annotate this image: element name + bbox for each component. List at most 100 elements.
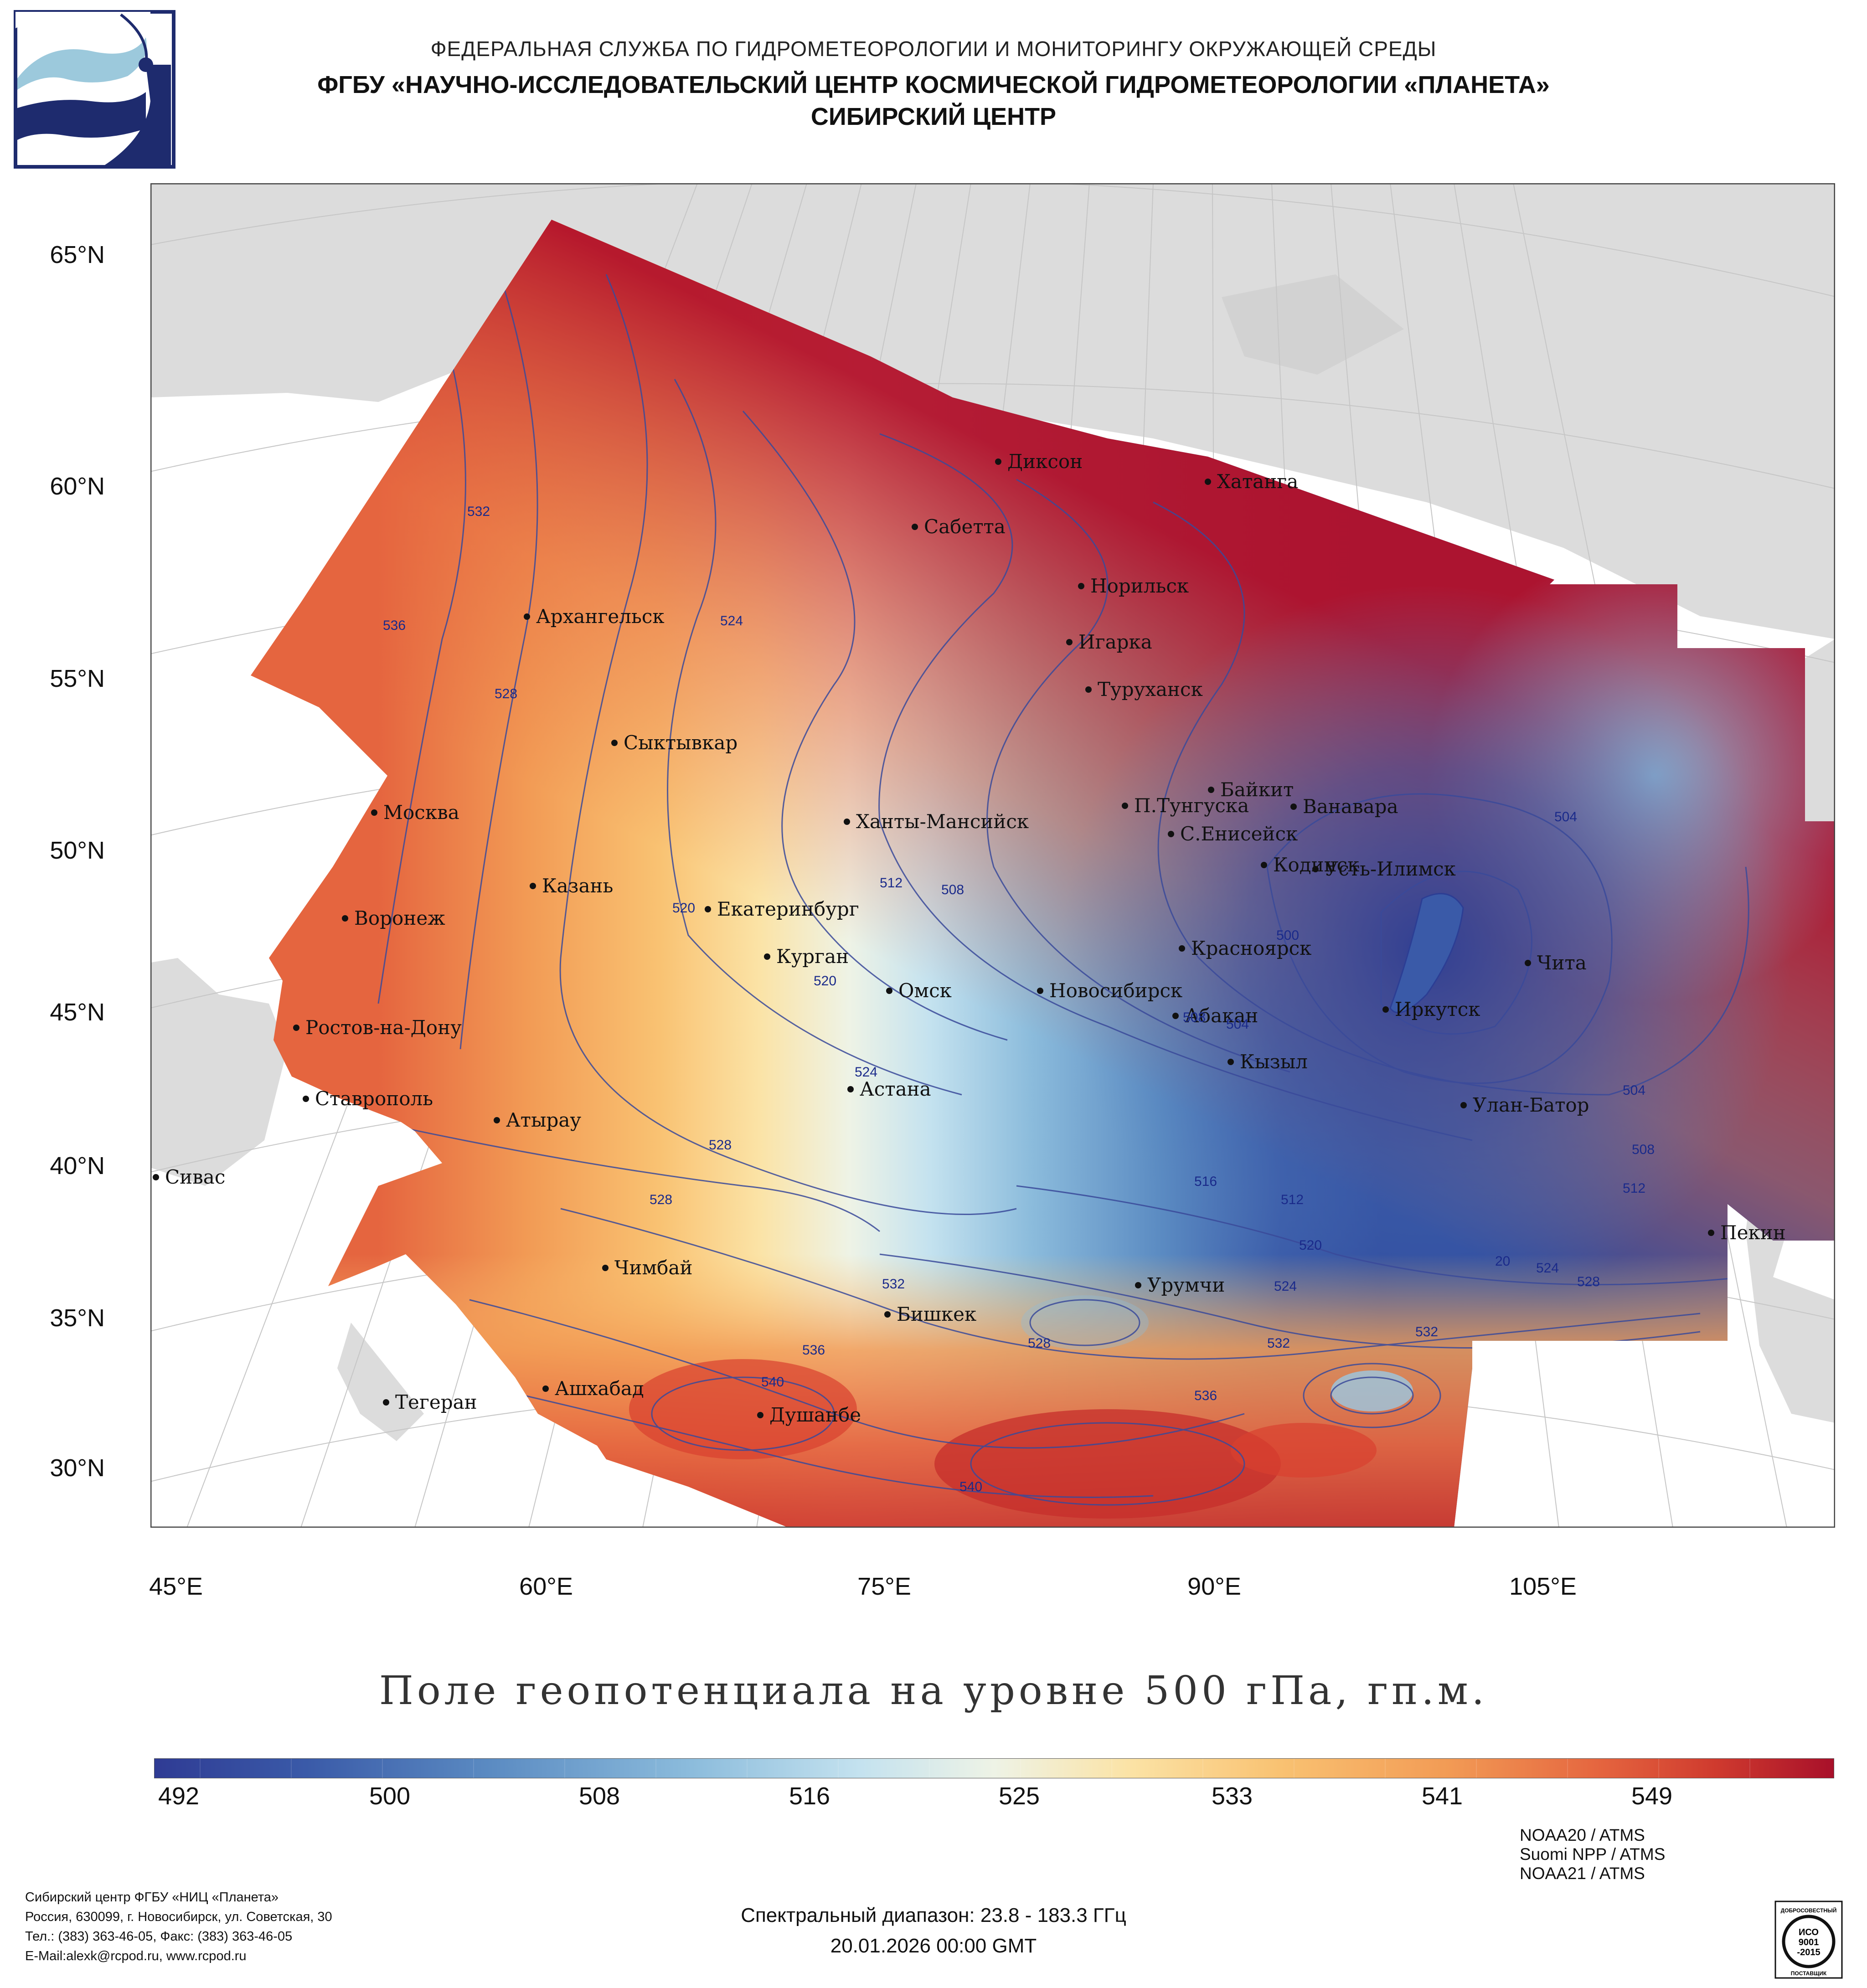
city-marker: Атырау	[494, 1109, 581, 1131]
lon-label: 90°E	[1187, 1573, 1241, 1600]
lon-label: 75°E	[857, 1573, 911, 1600]
city-marker: Иркутск	[1382, 998, 1480, 1020]
header-agency: ФЕДЕРАЛЬНАЯ СЛУЖБА ПО ГИДРОМЕТЕОРОЛОГИИ …	[430, 37, 1437, 61]
contour-label: 532	[467, 504, 490, 519]
colorbar-tick: 516	[789, 1782, 830, 1810]
city-marker: Абакан	[1172, 1004, 1258, 1027]
city-label: Сыктывкар	[624, 731, 738, 754]
contour-label: 524	[1536, 1261, 1559, 1276]
city-label: Красноярск	[1191, 937, 1311, 959]
city-label: Байкит	[1220, 778, 1294, 801]
city-label: Москва	[383, 801, 459, 824]
city-marker: Бишкек	[884, 1303, 976, 1325]
city-label: Сабетта	[924, 515, 1006, 538]
city-label: Усть-Илимск	[1325, 858, 1456, 880]
city-marker: Норильск	[1078, 575, 1189, 597]
city-label: Хатанга	[1217, 470, 1298, 493]
city-label: Иркутск	[1395, 998, 1480, 1020]
svg-text:ИСО: ИСО	[1799, 1927, 1819, 1937]
contour-label: 536	[1194, 1388, 1217, 1403]
contour-label: 504	[1554, 809, 1577, 824]
city-label: Кодинск	[1273, 854, 1359, 876]
city-marker: Урумчи	[1135, 1274, 1225, 1296]
contour-label: 520	[1299, 1238, 1322, 1253]
lon-label: 105°E	[1509, 1573, 1577, 1600]
city-label: Астана	[860, 1078, 931, 1100]
city-label: Атырау	[506, 1109, 581, 1131]
city-label: Ханты-Мансийск	[856, 810, 1029, 833]
colorbar	[154, 1758, 1834, 1778]
geopotential-map: Диксон Хатанга Сабетта Норильск Игарка А…	[150, 183, 1835, 1528]
contour-label: 512	[880, 876, 903, 891]
contour-label: 536	[802, 1343, 825, 1358]
city-label: Архангельск	[536, 605, 665, 628]
city-marker: Казань	[530, 875, 613, 897]
city-label: Курган	[776, 945, 849, 968]
city-label: Пекин	[1720, 1221, 1786, 1244]
footer-phone: Тел.: (383) 363-46-05, Факс: (383) 363-4…	[25, 1929, 293, 1944]
iso-badge: ДОБРОСОВЕСТНЫЙ ИСО 9001 -2015 ПОСТАВЩИК	[1774, 1900, 1843, 1979]
lat-label: 30°N	[50, 1454, 105, 1482]
city-marker: Чита	[1525, 952, 1587, 974]
colorbar-tick: 541	[1421, 1782, 1463, 1810]
colorbar-tick: 508	[578, 1782, 620, 1810]
city-marker: Чимбай	[602, 1257, 692, 1279]
city-label: Норильск	[1090, 575, 1189, 597]
footer-org: Сибирский центр ФГБУ «НИЦ «Планета»	[25, 1890, 279, 1905]
city-marker: Улан-Батор	[1460, 1094, 1589, 1116]
contour-label: 528	[650, 1192, 672, 1207]
planeta-logo	[14, 10, 175, 169]
contour-label: 520	[672, 901, 695, 916]
datetime: 20.01.2026 00:00 GMT	[830, 1935, 1037, 1957]
svg-text:ДОБРОСОВЕСТНЫЙ: ДОБРОСОВЕСТНЫЙ	[1781, 1907, 1837, 1914]
city-label: Ашхабад	[555, 1377, 644, 1400]
contour-label: 20	[1495, 1254, 1510, 1269]
contour-label: 508	[1632, 1142, 1655, 1157]
city-label: Абакан	[1185, 1004, 1258, 1027]
city-label: Туруханск	[1098, 678, 1203, 700]
map-title: Поле геопотенциала на уровне 500 гПа, гп…	[379, 1668, 1488, 1714]
city-marker: С.Енисейск	[1168, 823, 1298, 845]
sensor-label: NOAA20 / ATMS	[1520, 1826, 1645, 1844]
city-marker: Байкит	[1208, 778, 1294, 801]
contour-label: 524	[720, 613, 743, 628]
city-marker: Ханты-Мансийск	[844, 810, 1029, 833]
city-marker: Диксон	[995, 450, 1083, 473]
lat-label: 60°N	[50, 473, 105, 500]
city-marker: Тегеран	[383, 1391, 477, 1413]
city-label: Казань	[542, 875, 613, 897]
colorbar-tick: 525	[998, 1782, 1040, 1810]
city-marker: Новосибирск	[1037, 979, 1182, 1002]
contour-label: 504	[1623, 1083, 1645, 1098]
sensor-label: NOAA21 / ATMS	[1520, 1864, 1645, 1883]
contour-label: 532	[882, 1277, 905, 1292]
contour-label: 528	[1028, 1336, 1051, 1351]
contour-label: 532	[1267, 1336, 1290, 1351]
city-label: Кызыл	[1240, 1051, 1308, 1073]
footer-contacts: E-Mail:alexk@rcpod.ru, www.rcpod.ru	[25, 1949, 247, 1963]
svg-text:ПОСТАВЩИК: ПОСТАВЩИК	[1791, 1970, 1827, 1977]
header-center: СИБИРСКИЙ ЦЕНТР	[810, 103, 1057, 130]
contour-label: 540	[761, 1375, 784, 1390]
contour-label: 516	[1194, 1174, 1217, 1189]
city-marker: Усть-Илимск	[1312, 858, 1456, 880]
city-marker: Хатанга	[1205, 470, 1298, 493]
city-marker: Кодинск	[1261, 854, 1359, 876]
city-marker: Сивас	[153, 1166, 225, 1188]
city-marker: Астана	[847, 1078, 931, 1100]
city-label: Омск	[898, 979, 952, 1002]
contour-label: 524	[855, 1065, 877, 1080]
city-label: Ставрополь	[315, 1087, 433, 1110]
city-marker: Ростов-на-Дону	[293, 1016, 462, 1039]
city-marker: Екатеринбург	[705, 898, 859, 920]
city-marker: Москва	[371, 801, 459, 824]
city-label: П.Тунгуска	[1134, 794, 1249, 817]
city-label: Сивас	[165, 1166, 225, 1188]
city-label: Тегеран	[395, 1391, 477, 1413]
svg-text:-2015: -2015	[1797, 1947, 1820, 1957]
header-institute: ФГБУ «НАУЧНО-ИССЛЕДОВАТЕЛЬСКИЙ ЦЕНТР КОС…	[317, 71, 1550, 98]
city-marker: Воронеж	[342, 907, 445, 929]
contour-label: 528	[495, 686, 517, 701]
svg-text:9001: 9001	[1799, 1937, 1819, 1947]
lat-label: 45°N	[50, 999, 105, 1026]
